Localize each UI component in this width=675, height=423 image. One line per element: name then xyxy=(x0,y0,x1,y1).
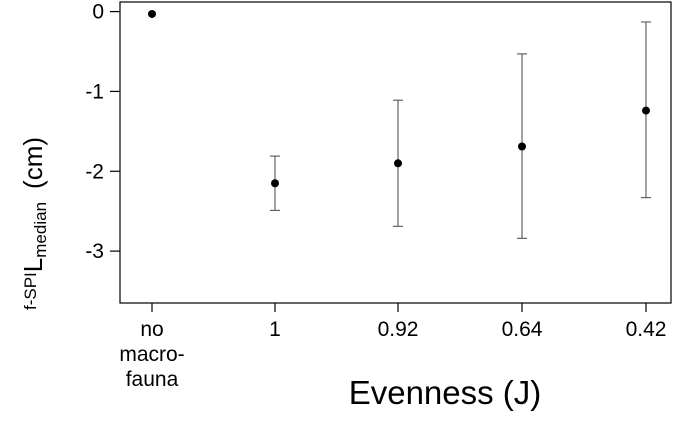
x-tick-label: macro- xyxy=(119,343,184,366)
y-axis-title-prefix: f-SPI xyxy=(21,272,40,310)
x-tick-label: 1 xyxy=(269,318,281,341)
y-tick-label: -2 xyxy=(85,160,104,183)
y-axis-title: f-SPILmedian (cm) xyxy=(18,137,50,310)
x-tick-label: no xyxy=(140,318,163,341)
y-tick-label: -3 xyxy=(85,240,104,263)
data-point xyxy=(518,142,526,151)
data-point xyxy=(642,106,650,115)
plot-frame xyxy=(119,1,672,304)
data-point xyxy=(394,159,402,168)
y-axis-title-subscript: median xyxy=(31,202,50,258)
x-axis-title: Evenness (J) xyxy=(349,374,542,411)
y-axis-title-main: L xyxy=(18,258,48,272)
x-tick-label: fauna xyxy=(126,368,179,391)
y-tick-label: 0 xyxy=(92,1,104,24)
x-tick-label: 0.42 xyxy=(626,318,667,341)
x-tick-label: 0.64 xyxy=(502,318,543,341)
data-point xyxy=(271,179,279,188)
data-point xyxy=(148,9,156,18)
y-tick-label: -1 xyxy=(85,80,104,103)
x-tick-label: 0.92 xyxy=(378,318,419,341)
y-axis-title-unit: (cm) xyxy=(18,137,48,202)
